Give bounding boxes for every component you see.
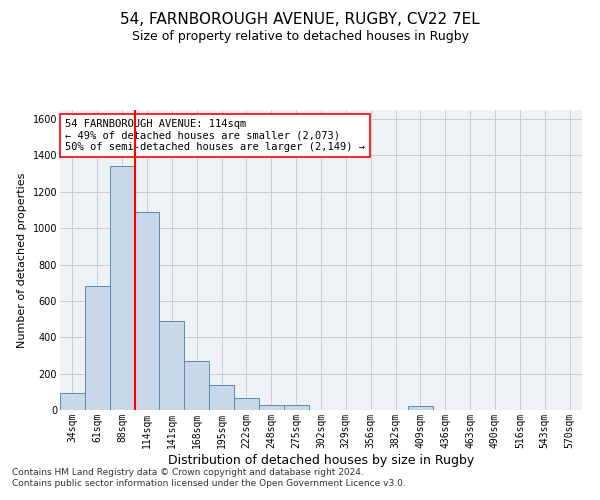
Bar	[85, 286, 110, 410]
Bar	[60, 392, 85, 410]
Bar	[160, 321, 184, 410]
Bar	[408, 406, 433, 410]
Text: Size of property relative to detached houses in Rugby: Size of property relative to detached ho…	[131, 30, 469, 43]
Bar	[184, 361, 209, 410]
Text: 54, FARNBOROUGH AVENUE, RUGBY, CV22 7EL: 54, FARNBOROUGH AVENUE, RUGBY, CV22 7EL	[120, 12, 480, 28]
X-axis label: Distribution of detached houses by size in Rugby: Distribution of detached houses by size …	[168, 454, 474, 466]
Bar	[234, 398, 259, 410]
Bar	[259, 404, 284, 410]
Bar	[110, 166, 134, 410]
Text: Contains HM Land Registry data © Crown copyright and database right 2024.
Contai: Contains HM Land Registry data © Crown c…	[12, 468, 406, 487]
Bar	[209, 386, 234, 410]
Bar	[284, 404, 308, 410]
Y-axis label: Number of detached properties: Number of detached properties	[17, 172, 27, 348]
Bar	[134, 212, 160, 410]
Text: 54 FARNBOROUGH AVENUE: 114sqm
← 49% of detached houses are smaller (2,073)
50% o: 54 FARNBOROUGH AVENUE: 114sqm ← 49% of d…	[65, 119, 365, 152]
